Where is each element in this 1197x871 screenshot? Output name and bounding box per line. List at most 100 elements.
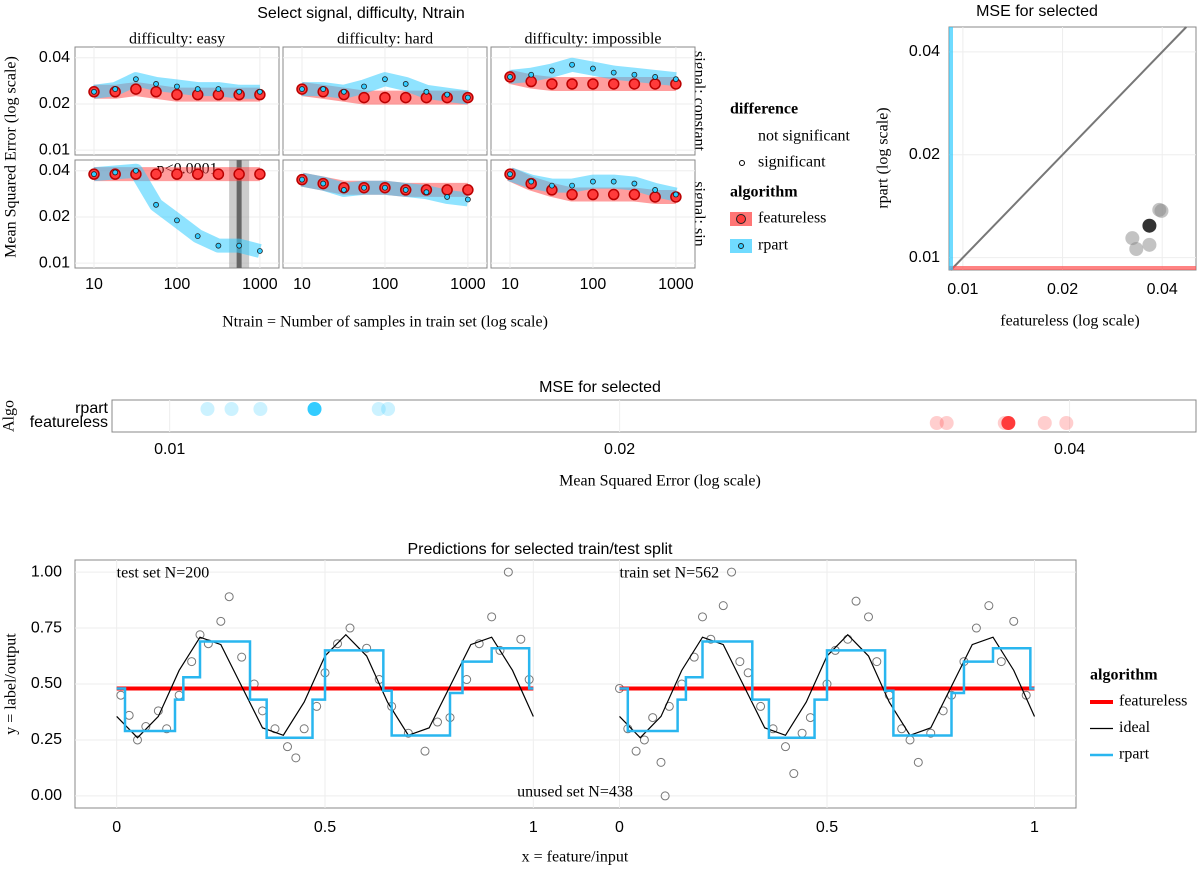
y-tick-label: featureless — [30, 414, 108, 431]
chart-title: MSE for selected — [976, 3, 1098, 20]
point — [872, 657, 882, 667]
point — [153, 201, 159, 208]
point — [216, 616, 226, 626]
x-tick-label: 1000 — [242, 276, 278, 293]
point — [660, 791, 670, 801]
point — [382, 76, 388, 83]
legend-label: rpart — [1119, 746, 1150, 763]
point — [639, 735, 649, 745]
x-tick-label: 0.04 — [1147, 281, 1178, 298]
line-2 — [619, 640, 1035, 739]
x-axis-label: featureless (log scale) — [1000, 313, 1139, 330]
point — [187, 657, 197, 667]
point — [864, 612, 873, 622]
x-tick-label: 10 — [293, 276, 311, 293]
y-tick-label: 0.01 — [39, 141, 70, 158]
point — [299, 176, 305, 183]
column-label: difficulty: easy — [129, 31, 225, 48]
point — [112, 86, 119, 92]
point — [652, 74, 659, 80]
chart-title: MSE for selected — [539, 379, 661, 396]
point — [789, 769, 799, 779]
point — [587, 78, 599, 90]
point — [402, 187, 409, 193]
point — [1142, 237, 1157, 252]
diagonal — [950, 26, 1188, 271]
point — [1154, 203, 1169, 218]
point — [756, 701, 766, 711]
point — [130, 83, 142, 95]
point — [150, 168, 162, 180]
point — [150, 86, 162, 98]
point — [546, 78, 558, 90]
legend-symbol — [736, 214, 746, 224]
point — [371, 402, 386, 416]
x-tick-label: 0.5 — [816, 819, 838, 836]
point — [781, 742, 790, 752]
legend-label: significant — [758, 154, 826, 171]
y-tick-label: 0.01 — [909, 249, 940, 266]
column-label: difficulty: hard — [337, 31, 433, 48]
y-tick-label: rpart — [75, 400, 108, 417]
x-axis-label: Ntrain = Number of samples in train set … — [222, 314, 548, 331]
point — [253, 402, 268, 416]
point — [444, 91, 451, 98]
point — [1037, 416, 1052, 430]
point — [233, 168, 245, 180]
point — [566, 188, 578, 201]
point — [672, 191, 679, 198]
point — [200, 402, 215, 416]
point — [236, 242, 243, 249]
y-tick-label: 0.75 — [31, 619, 62, 636]
x-tick-label: 1 — [1030, 819, 1039, 836]
point — [162, 724, 172, 734]
x-tick-label: 0.02 — [604, 441, 635, 458]
point — [607, 78, 620, 90]
point — [91, 171, 97, 178]
point — [913, 757, 923, 767]
point — [399, 91, 412, 104]
point — [307, 402, 322, 416]
legend-label: featureless — [1119, 693, 1187, 710]
point — [1142, 218, 1157, 233]
point — [507, 171, 513, 178]
annotation: train set N=562 — [620, 565, 720, 582]
point — [487, 612, 497, 622]
annotation: test set N=200 — [117, 565, 210, 582]
annotation: unused set N=438 — [517, 784, 633, 801]
point — [735, 657, 745, 667]
point — [1001, 416, 1016, 430]
x-tick-label: 10 — [85, 276, 103, 293]
y-tick-label: 0.02 — [39, 95, 70, 112]
y-tick-label: 0.04 — [909, 43, 940, 60]
point — [224, 592, 234, 602]
x-tick-label: 100 — [580, 276, 607, 293]
point — [133, 167, 139, 174]
point — [474, 639, 484, 649]
legend-label: not significant — [758, 128, 851, 145]
point — [91, 88, 97, 95]
point — [628, 78, 641, 90]
x-axis-label: Mean Squared Error (log scale) — [559, 473, 761, 490]
legend-title: algorithm — [730, 184, 798, 201]
point — [291, 753, 301, 763]
point — [507, 74, 513, 80]
y-tick-label: 0.00 — [31, 787, 62, 804]
x-tick-label: 10 — [501, 276, 519, 293]
point — [590, 178, 596, 185]
point — [444, 194, 451, 200]
point — [195, 630, 205, 640]
point — [503, 567, 513, 577]
y-tick-label: 0.01 — [39, 254, 70, 271]
line-2 — [116, 640, 534, 739]
point — [648, 713, 658, 723]
point — [610, 69, 617, 76]
y-axis-label: y = label/output — [3, 633, 20, 735]
point — [528, 178, 535, 185]
point — [153, 706, 163, 716]
point — [153, 81, 159, 87]
point — [402, 81, 409, 87]
y-tick-label: 0.50 — [31, 675, 62, 692]
point — [569, 182, 575, 189]
point — [631, 180, 638, 187]
